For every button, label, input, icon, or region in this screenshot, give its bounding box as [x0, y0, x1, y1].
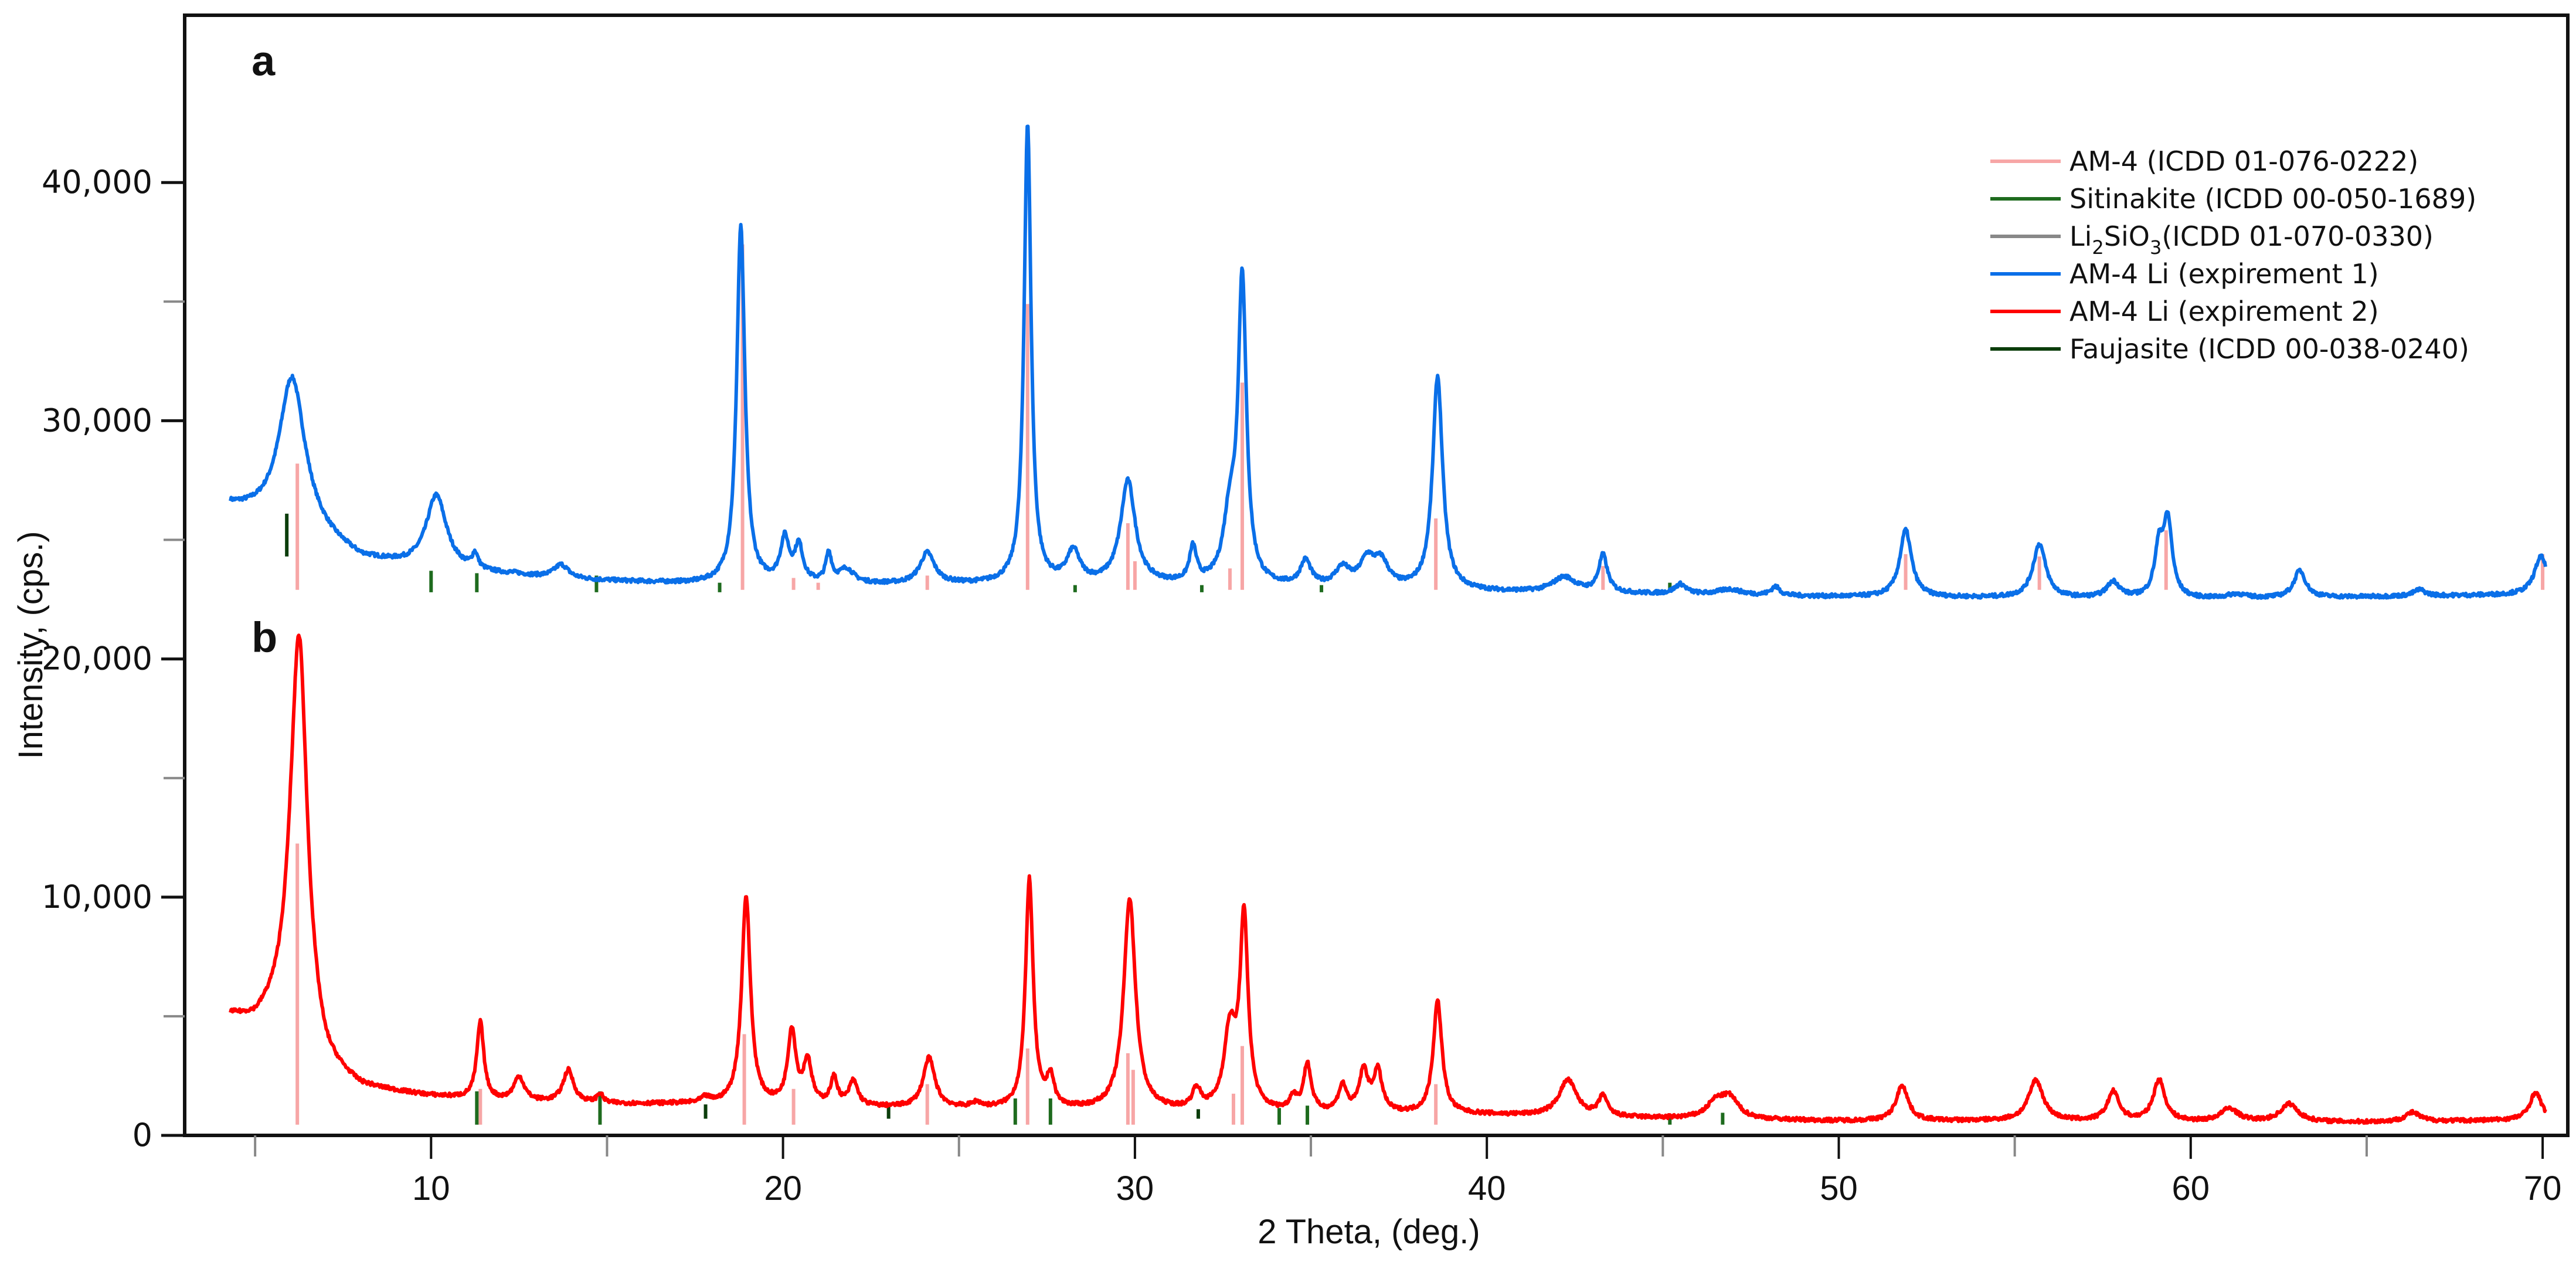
- legend-entry: Li2SiO3(ICDD 01-070-0330): [2069, 221, 2434, 259]
- series-line: [229, 124, 2547, 600]
- legend-entry: AM-4 Li (expirement 1): [2069, 258, 2379, 290]
- x-tick-label: 10: [412, 1169, 450, 1208]
- legend-entry: AM-4 Li (expirement 2): [2069, 296, 2379, 327]
- reference-sticks: [285, 244, 2545, 1125]
- series-line: [229, 633, 2547, 1125]
- x-tick-label: 50: [1820, 1169, 1858, 1208]
- x-tick-label: 60: [2172, 1169, 2210, 1208]
- panel-label-a: a: [252, 38, 276, 84]
- x-axis: 10 20 30 40 50 60 70: [254, 1135, 2562, 1208]
- y-tick-label: 0: [132, 1117, 152, 1154]
- x-tick-label: 20: [764, 1169, 802, 1208]
- panel-labels: ab: [252, 38, 277, 661]
- legend: AM-4 (ICDD 01-076-0222) Sitinakite (ICDD …: [1990, 145, 2476, 365]
- y-tick-label: 10,000: [42, 879, 152, 915]
- legend-entry: AM-4 (ICDD 01-076-0222): [2069, 145, 2418, 177]
- x-tick-label: 30: [1116, 1169, 1154, 1208]
- x-tick-label: 70: [2524, 1169, 2562, 1208]
- legend-entry: Sitinakite (ICDD 00-050-1689): [2069, 183, 2476, 215]
- data-series: [229, 124, 2547, 1125]
- y-axis-title: Intensity, (cps.): [12, 531, 50, 759]
- legend-entry: Faujasite (ICDD 00-038-0240): [2069, 333, 2469, 365]
- y-tick-label: 30,000: [42, 402, 152, 439]
- y-axis: 0 10,000 20,000 30,000 40,000: [42, 164, 185, 1154]
- x-tick-label: 40: [1468, 1169, 1506, 1208]
- plot-border: [183, 13, 2570, 1137]
- y-tick-label: 40,000: [42, 164, 152, 201]
- panel-label-b: b: [252, 614, 277, 661]
- plot-frame: [183, 13, 2570, 1137]
- x-axis-title: 2 Theta, (deg.): [1258, 1213, 1480, 1251]
- y-tick-label: 20,000: [42, 640, 152, 677]
